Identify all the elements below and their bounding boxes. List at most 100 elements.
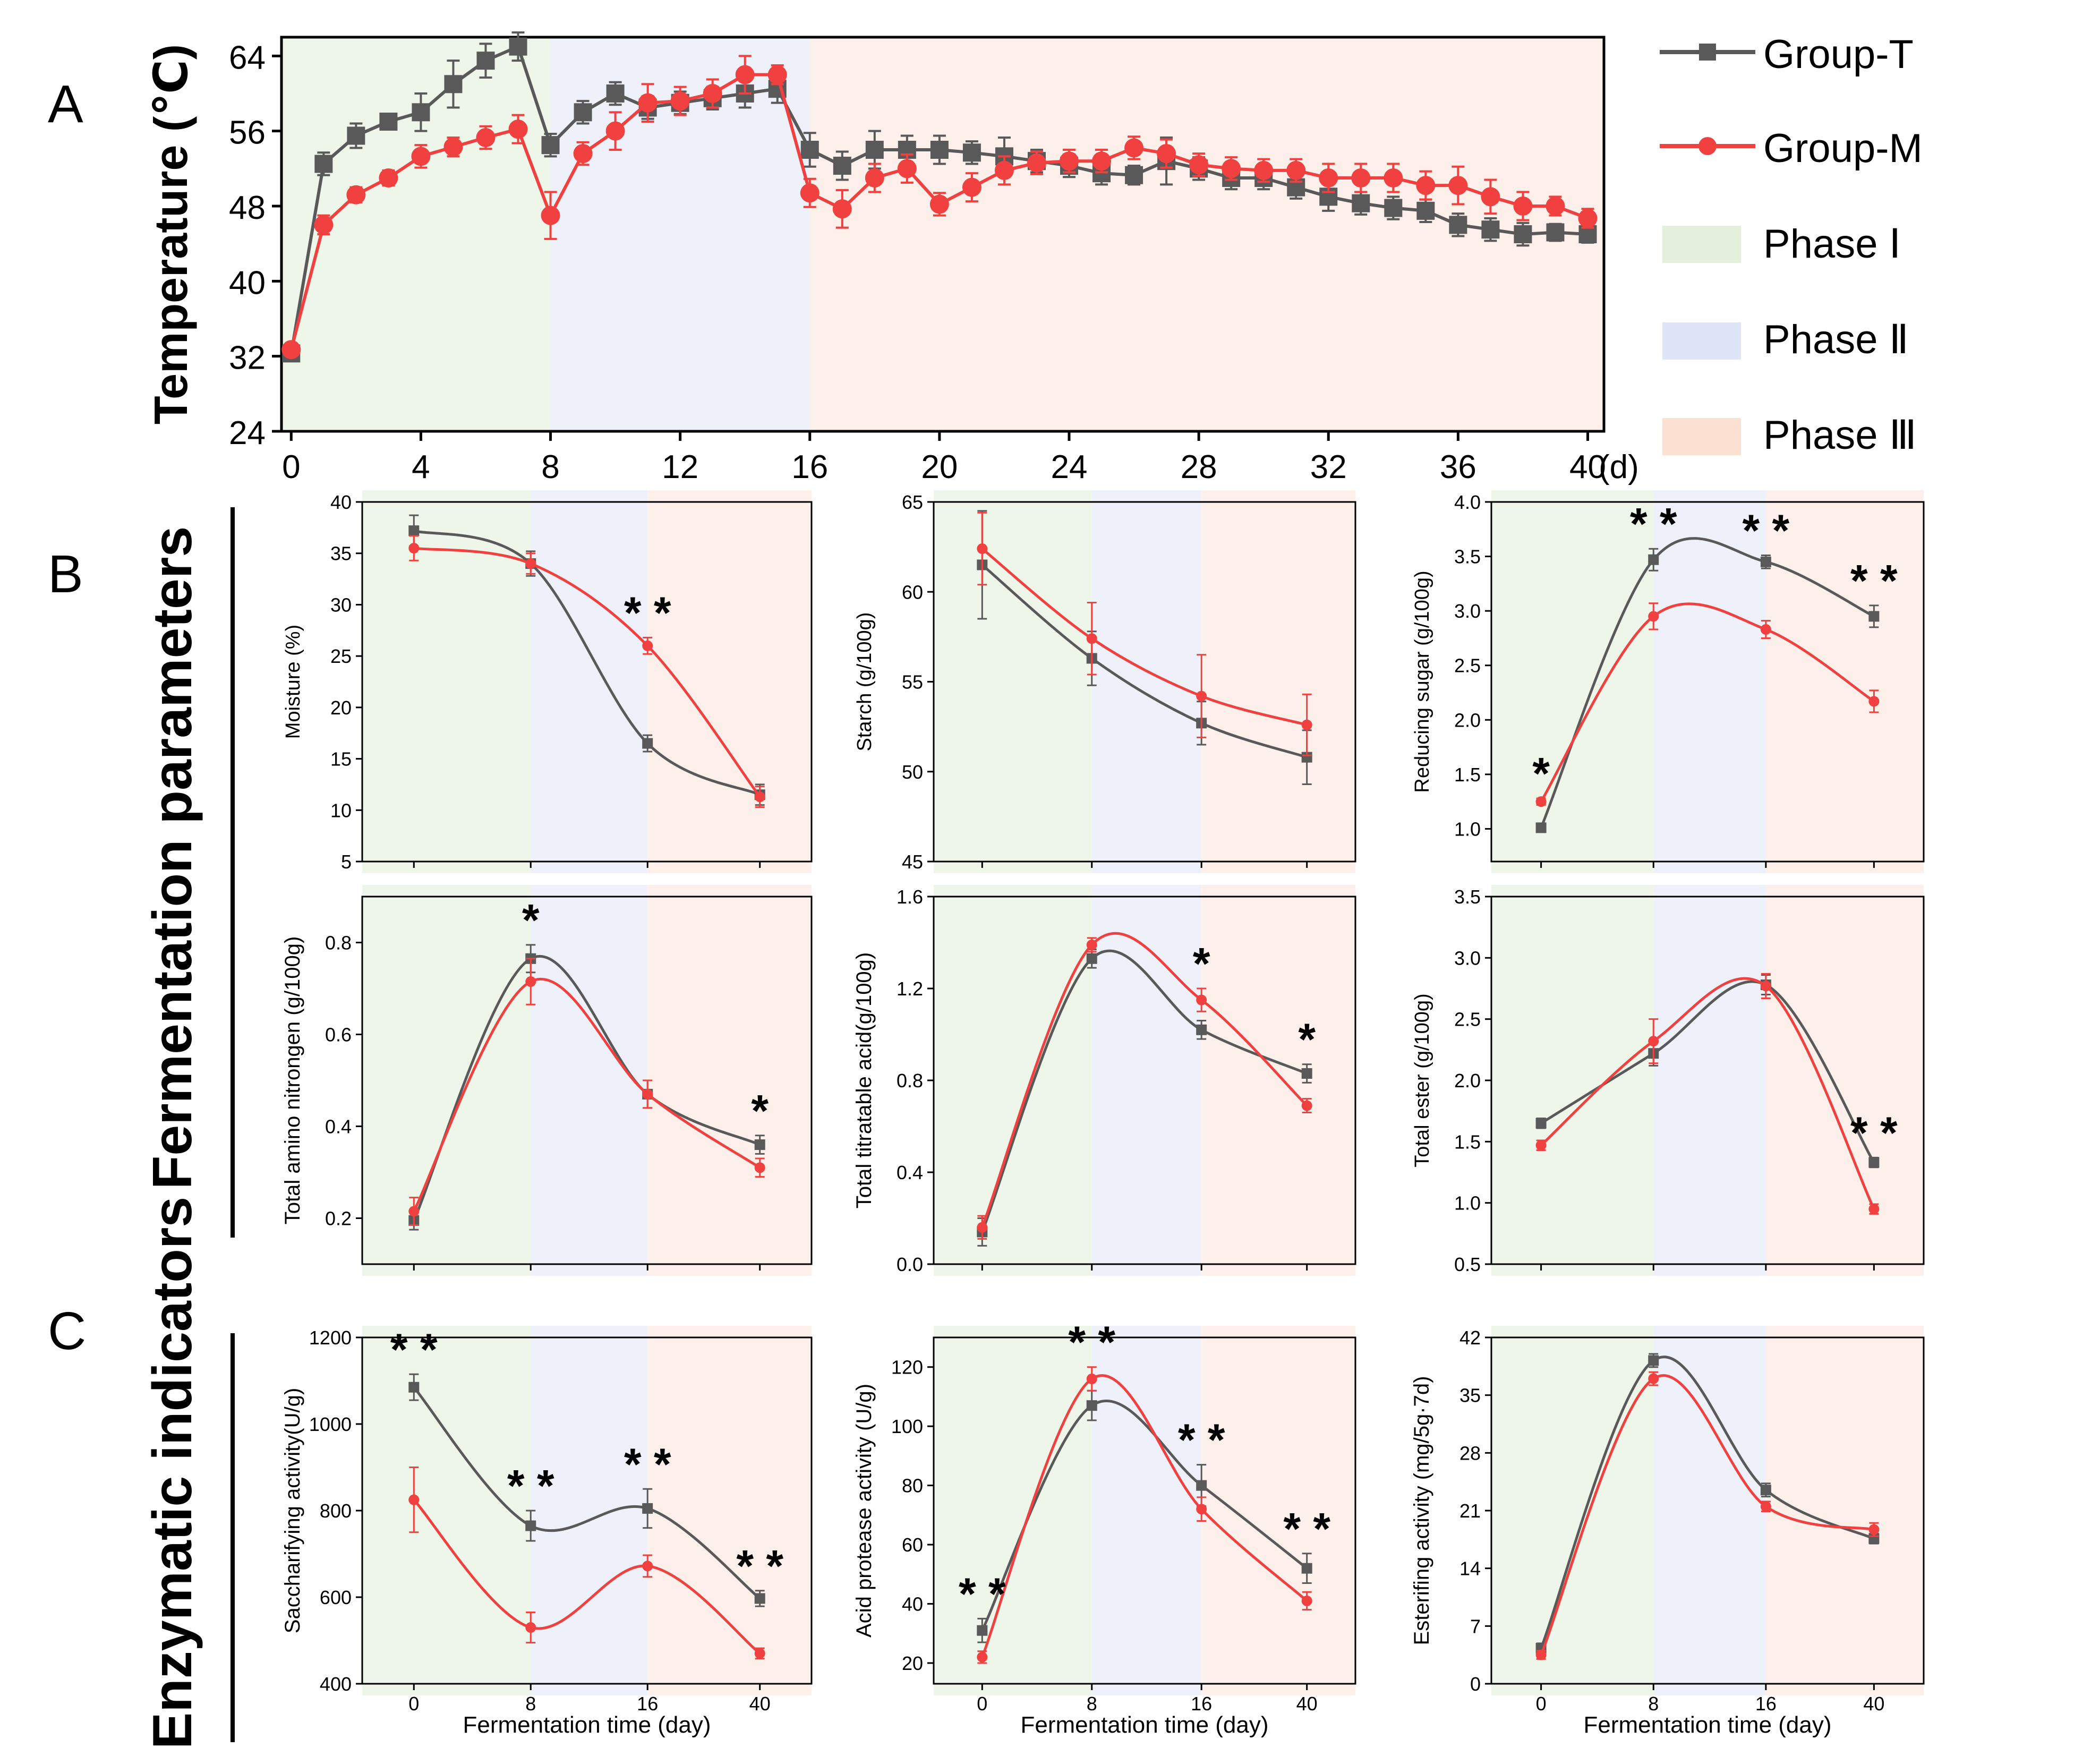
data-point [865,141,884,159]
significance-marker: * [1532,748,1550,798]
y-tick-label: 2.5 [1454,1009,1481,1030]
data-point [1086,953,1097,964]
x-tick-label: 16 [637,1693,658,1715]
y-tick-label: 600 [320,1587,352,1608]
data-point [962,177,981,197]
panel-label-b: B [48,544,83,604]
y-tick-label: 40 [330,491,352,513]
series-line-group-t [413,529,761,796]
y-tick-label: 0.0 [897,1254,923,1275]
y-tick-label: 30 [330,594,352,616]
significance-marker: * * [507,1461,554,1511]
phase-1-band [362,1326,531,1695]
y-tick-label: 0.5 [1454,1254,1481,1275]
data-point [977,1625,988,1636]
legend-phase-1-label: Phase Ⅰ [1763,221,1901,267]
x-tick-label: 40 [1863,1693,1884,1715]
data-point [412,103,430,122]
data-point [1648,1036,1659,1047]
data-point [930,141,949,159]
data-point [1301,719,1312,730]
moisture-chart: 5 10 15 20 25 30 35 40 Moisture (%) * * [282,490,813,873]
data-point [865,168,884,187]
phase-3-band [1765,885,1924,1276]
data-point [1481,187,1500,207]
legend-group-t-label: Group-T [1763,32,1914,77]
significance-marker: * * [959,1569,1006,1618]
phase-1-band [1491,885,1654,1276]
phase-3-band [1201,1326,1355,1695]
y-axis-label: Total amino nitrongen (g/100g) [281,936,304,1225]
data-point [525,1622,536,1633]
data-point [281,340,301,360]
y-axis-label: Reducing sugar (g/100g) [1411,570,1433,792]
data-point [1448,176,1468,195]
data-point [735,65,755,84]
plot-frame [933,1336,1356,1685]
series-line-group-t [1540,537,1875,829]
x-axis-label: Fermentation time (day) [463,1712,711,1738]
y-tick-label: 0.2 [325,1208,352,1230]
data-point [346,185,366,204]
data-point [1125,166,1143,184]
data-point [1384,168,1403,187]
data-point [541,206,560,225]
data-point [1868,1204,1880,1215]
x-tick-label: 4 [412,449,430,485]
data-point [314,215,334,235]
phase-3-band [1201,490,1355,873]
x-tick-label: 40 [749,1693,771,1715]
series-line-group-t [980,949,1308,1233]
data-point [347,126,365,145]
x-tick-label: 8 [541,449,559,485]
x-tick-label: 0 [1536,1693,1547,1715]
y-tick-label: 64 [229,39,266,76]
y-axis-label: Total titratable acid(g/100g) [852,952,876,1209]
plot-frame [1490,501,1925,863]
data-point [1086,1400,1097,1411]
significance-marker: * * [1283,1504,1330,1554]
phase-2-band [1091,1326,1202,1695]
y-tick-label: 20 [902,1652,923,1674]
titratable-acid-chart: 0.0 0.4 0.8 1.2 1.6 Total titratable acid(g/1… [852,885,1356,1276]
significance-marker: * * [1630,499,1677,549]
data-point [642,738,653,749]
series-line-group-m [980,932,1308,1228]
data-point [767,65,787,84]
significance-marker: * * [624,587,671,637]
y-tick-label: 28 [1459,1442,1481,1464]
data-point [408,1494,420,1505]
data-point [1648,1355,1659,1366]
data-point [1535,1118,1547,1129]
plot-frame [280,36,1606,433]
panel-label-a: A [48,74,83,134]
y-tick-label: 1.2 [897,978,923,1000]
y-tick-label: 1.5 [1454,764,1481,786]
data-point [1319,168,1338,187]
data-point [1060,151,1079,171]
data-point [1760,981,1771,992]
y-tick-label: 55 [902,671,923,693]
data-point [1196,1024,1207,1035]
x-tick-label: 40 [1296,1693,1318,1715]
data-point [1384,199,1403,217]
y-tick-label: 20 [330,697,352,719]
data-point [1760,1485,1771,1496]
legend-phase-2-label: Phase Ⅱ [1763,317,1909,362]
legend-phase-2-swatch [1662,322,1741,360]
data-point [509,37,527,56]
legend-group-m-marker [1698,137,1717,155]
y-tick-label: 65 [902,491,923,513]
section-title-enzymatic: Enzymatic indicators [142,1197,203,1749]
phase-2-band [1091,490,1202,873]
data-point [754,1593,765,1604]
phase-1-band [362,885,531,1276]
x-tick-label: 16 [1191,1693,1212,1715]
data-point [1416,176,1436,195]
y-tick-label: 0.4 [325,1116,352,1138]
data-point [977,1651,988,1663]
significance-marker: * * [390,1324,438,1374]
plot-frame [361,501,813,863]
phase-1-band [934,490,1092,873]
data-point [1352,194,1370,212]
